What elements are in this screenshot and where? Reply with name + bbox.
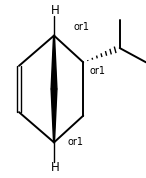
Text: H: H xyxy=(51,161,60,174)
Polygon shape xyxy=(51,36,57,89)
Text: or1: or1 xyxy=(67,137,83,147)
Text: or1: or1 xyxy=(89,66,105,76)
Polygon shape xyxy=(51,89,57,142)
Text: H: H xyxy=(51,4,60,17)
Text: or1: or1 xyxy=(73,22,89,32)
